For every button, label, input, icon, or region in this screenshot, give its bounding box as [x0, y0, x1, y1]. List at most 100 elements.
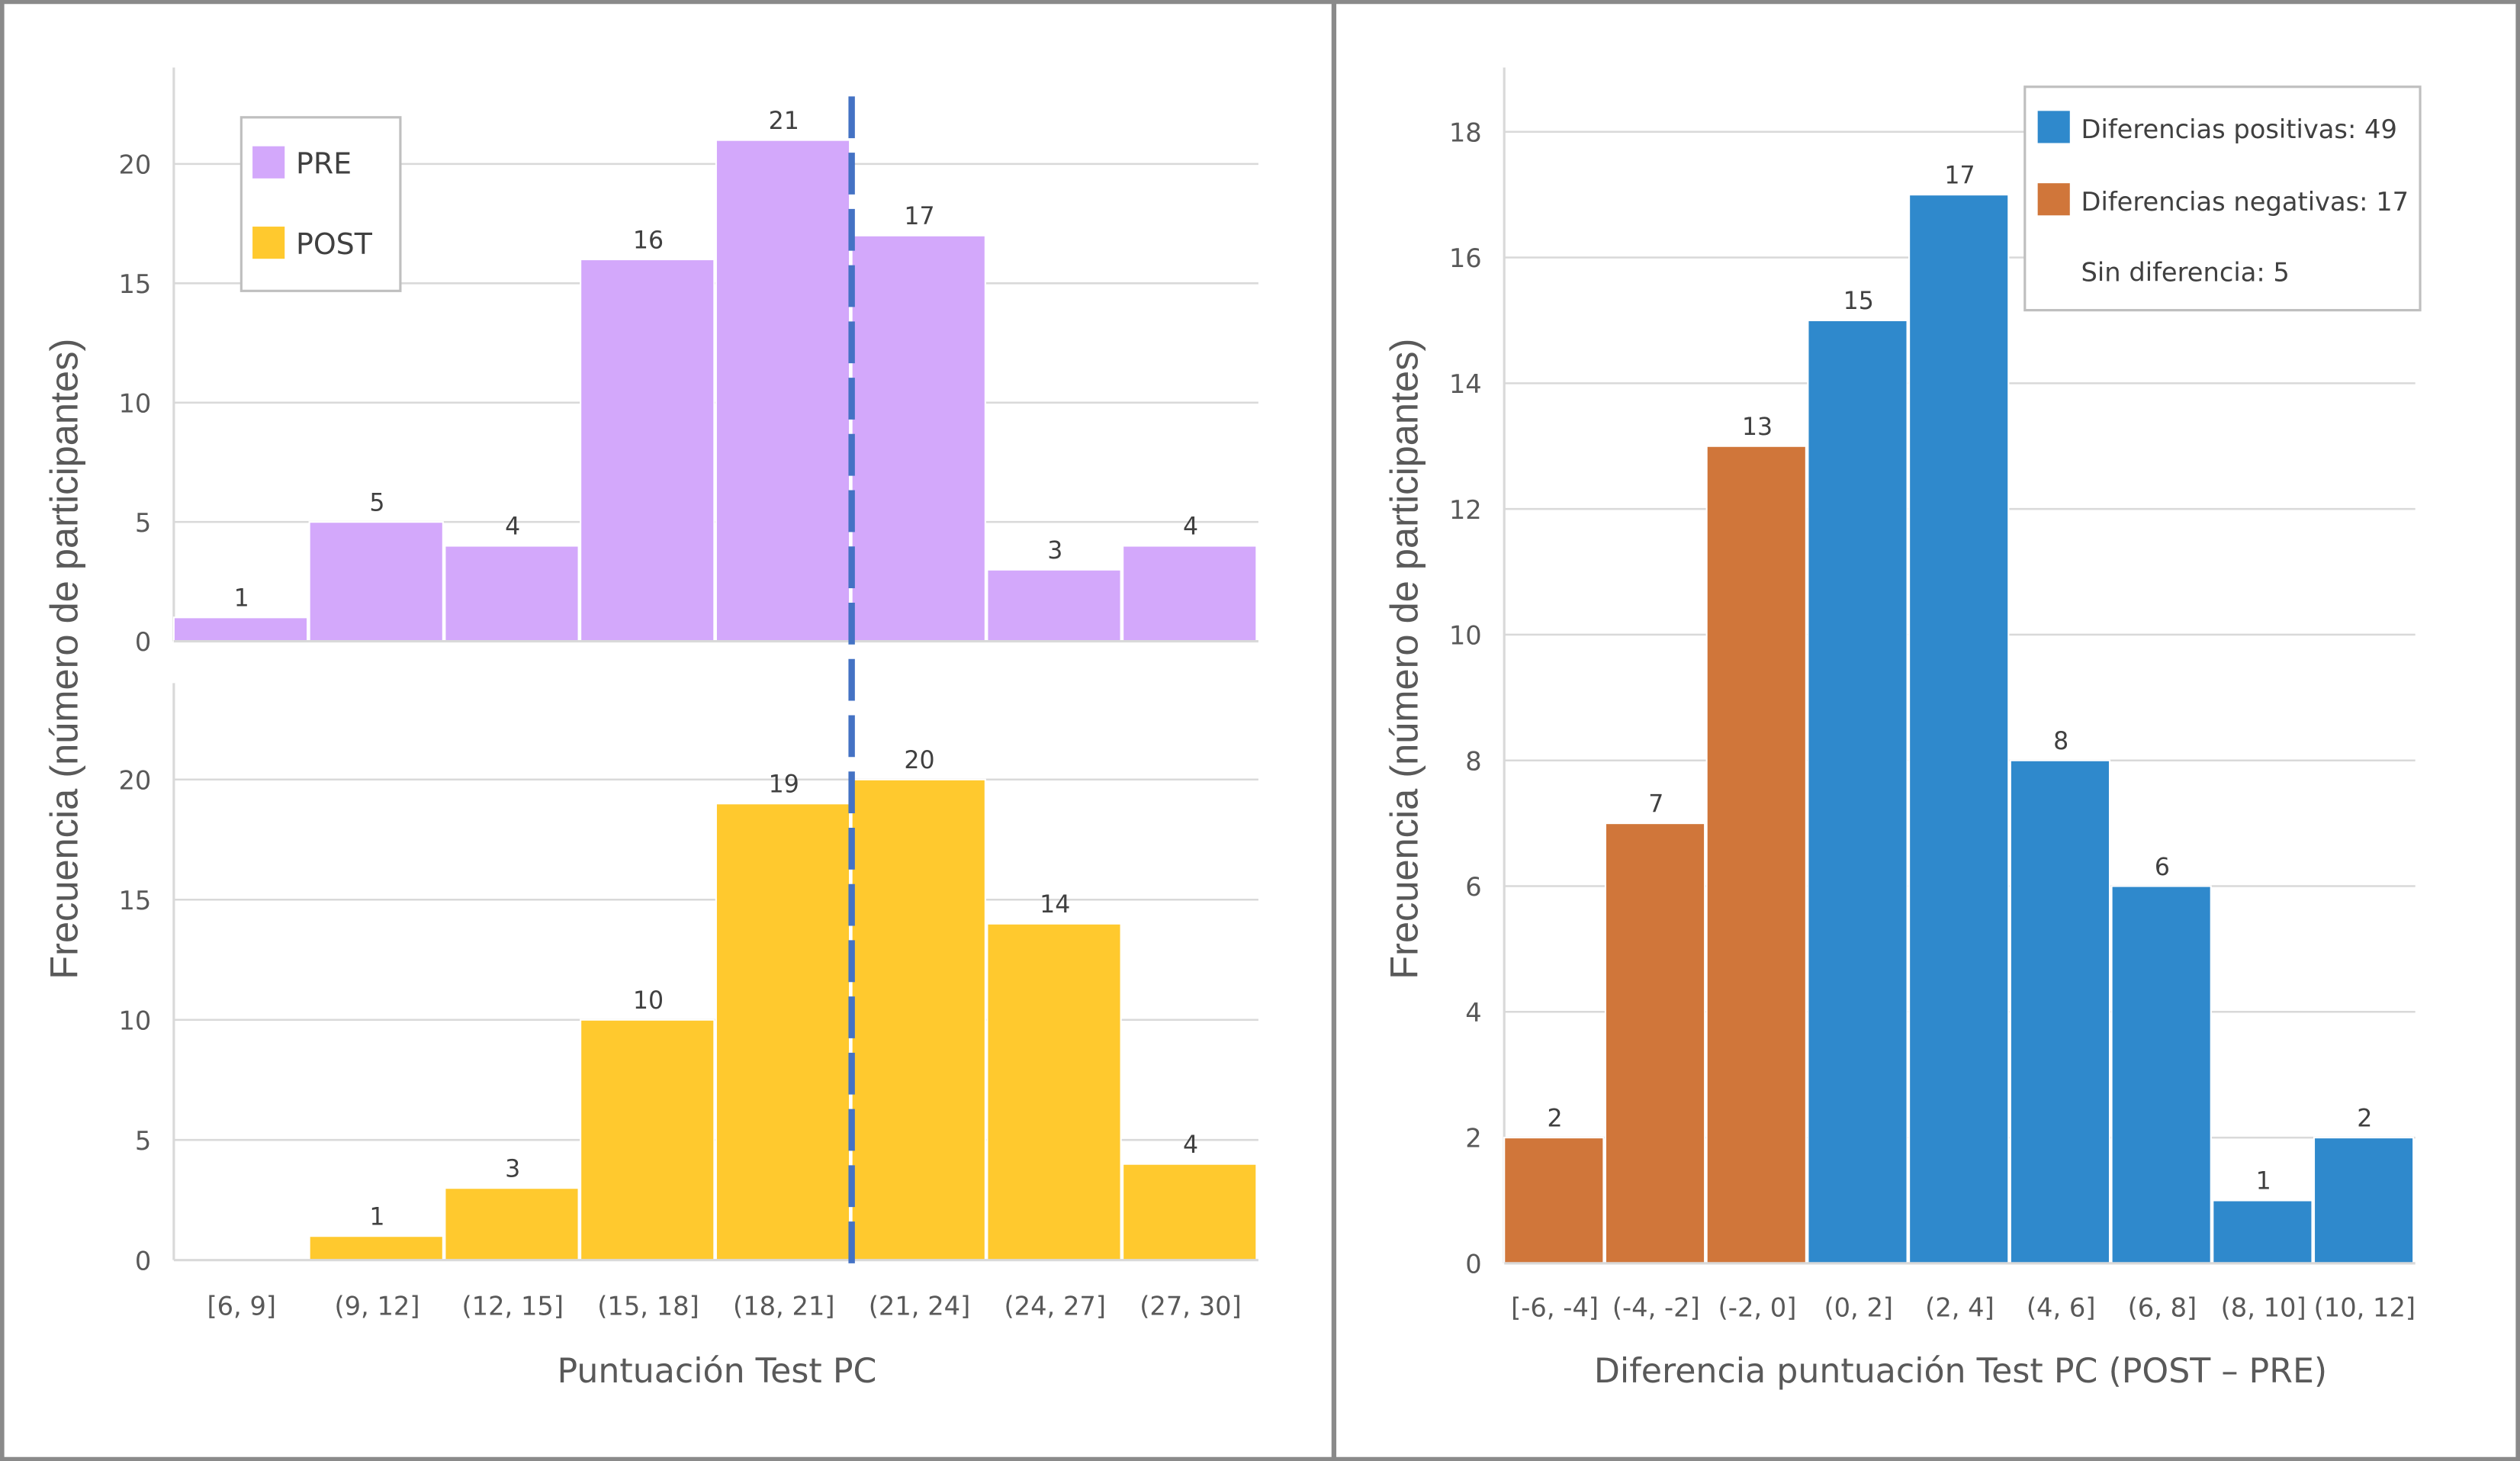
diff-data-label: 17 [1944, 162, 1975, 189]
diff-bar [2313, 1137, 2415, 1264]
post-data-label: 10 [633, 987, 664, 1015]
pre-data-label: 1 [234, 585, 249, 613]
diff-data-label: 13 [1742, 414, 1773, 441]
pre-data-label: 17 [904, 203, 934, 230]
pre-y-tick-label: 0 [135, 627, 151, 657]
post-data-label: 14 [1040, 891, 1070, 919]
pre-data-label: 16 [633, 227, 664, 254]
legend-label-post: POST [296, 227, 373, 261]
diff-y-tick-label: 10 [1449, 621, 1482, 651]
diff-bar [1604, 822, 1706, 1264]
diff-y-tick-label: 8 [1465, 746, 1481, 776]
diff-data-label: 1 [2256, 1168, 2271, 1196]
diff-x-tick-label: (0, 2] [1824, 1292, 1893, 1322]
diff-y-tick-label: 2 [1465, 1124, 1481, 1154]
diff-data-label: 2 [1548, 1105, 1563, 1132]
left-legend: PRE POST [239, 116, 402, 292]
post-y-tick-label: 20 [118, 765, 151, 795]
post-data-label: 1 [369, 1203, 384, 1231]
left-x-axis-title: Puntuación Test PC [557, 1352, 876, 1391]
post-data-label: 20 [904, 747, 934, 774]
diff-y-tick-label: 18 [1449, 117, 1482, 147]
diff-data-label: 15 [1843, 288, 1874, 315]
post-x-tick-label: (21, 24] [869, 1291, 970, 1321]
legend-label-no-difference: Sin diferencia: 5 [2081, 258, 2290, 288]
post-x-tick-label: (9, 12] [334, 1291, 419, 1321]
pre-data-label: 4 [505, 513, 520, 541]
legend-label-pre: PRE [296, 147, 352, 181]
pre-y-tick-label: 5 [135, 508, 151, 538]
legend-swatch-positive [2037, 111, 2070, 143]
post-x-tick-label: (24, 27] [1004, 1291, 1106, 1321]
pre-bar [715, 139, 851, 642]
diff-bar [2110, 885, 2212, 1264]
diff-bar [1503, 1137, 1605, 1264]
post-y-tick-label: 15 [118, 886, 151, 916]
legend-box [2023, 85, 2422, 312]
legend-swatch-negative [2037, 183, 2070, 216]
pre-data-label: 5 [369, 489, 384, 516]
pre-bar [444, 545, 580, 642]
left-y-axis-title: Frecuencia (número de participantes) [42, 339, 85, 980]
pre-data-label: 3 [1047, 537, 1062, 565]
diff-x-tick-label: (8, 10] [2221, 1292, 2306, 1322]
post-y-tick-label: 5 [135, 1126, 151, 1156]
post-x-tick-label: (15, 18] [597, 1291, 699, 1321]
post-data-label: 19 [769, 771, 799, 799]
diff-x-tick-label: (4, 6] [2027, 1292, 2096, 1322]
post-x-tick-label: (27, 30] [1139, 1291, 1241, 1321]
legend-swatch-post [252, 227, 285, 259]
diff-y-tick-label: 0 [1465, 1250, 1481, 1279]
post-bar [444, 1187, 580, 1261]
post-x-tick-label: (12, 15] [462, 1291, 564, 1321]
diff-x-tick-label: (10, 12] [2314, 1292, 2416, 1322]
post-y-tick-label: 10 [118, 1006, 151, 1035]
diff-x-tick-label: [-6, -4] [1511, 1292, 1599, 1322]
post-bar [1122, 1163, 1258, 1261]
legend-label-positive: Diferencias positivas: 49 [2081, 114, 2397, 144]
legend-swatch-pre [252, 146, 285, 179]
legend-box [239, 116, 402, 292]
post-bar [715, 803, 851, 1261]
diff-bar [1705, 445, 1807, 1264]
diff-y-tick-label: 12 [1449, 495, 1482, 525]
pre-y-tick-label: 10 [118, 388, 151, 418]
post-x-tick-label: [6, 9] [207, 1291, 276, 1321]
diff-bar [1807, 319, 1908, 1264]
post-bar [986, 922, 1122, 1261]
diff-bar [2009, 759, 2111, 1264]
diff-y-tick-label: 14 [1449, 369, 1482, 399]
pre-data-label: 21 [769, 108, 799, 135]
pre-bar [986, 568, 1122, 642]
pre-bar [580, 258, 715, 642]
diff-x-tick-label: (2, 4] [1925, 1292, 1994, 1322]
pre-data-label: 4 [1183, 513, 1198, 541]
right-y-axis-title: Frecuencia (número de participantes) [1382, 339, 1426, 980]
post-x-tick-label: (18, 21] [733, 1291, 834, 1321]
diff-bar [2212, 1199, 2313, 1264]
right-x-axis-title: Diferencia puntuación Test PC (POST – PR… [1594, 1352, 2327, 1391]
post-bar [580, 1019, 715, 1261]
post-y-tick-label: 0 [135, 1246, 151, 1276]
diff-x-tick-label: (-2, 0] [1718, 1292, 1797, 1322]
pre-bar [172, 616, 309, 642]
pre-y-tick-label: 15 [118, 269, 151, 299]
diff-y-tick-label: 4 [1465, 998, 1481, 1028]
diff-data-label: 6 [2155, 854, 2170, 881]
pre-bar [850, 234, 986, 642]
diff-x-tick-label: (-4, -2] [1612, 1292, 1700, 1322]
pre-y-tick-label: 20 [118, 150, 151, 180]
post-bar [308, 1235, 444, 1261]
diff-y-tick-label: 6 [1465, 872, 1481, 902]
diff-bar [1908, 194, 2010, 1264]
post-data-label: 4 [1183, 1131, 1198, 1159]
legend-label-negative: Diferencias negativas: 17 [2081, 187, 2409, 217]
right-legend: Diferencias positivas: 49 Diferencias ne… [2023, 85, 2422, 312]
diff-data-label: 7 [1648, 790, 1663, 818]
diff-data-label: 8 [2053, 728, 2068, 755]
pre-bar [308, 521, 444, 642]
